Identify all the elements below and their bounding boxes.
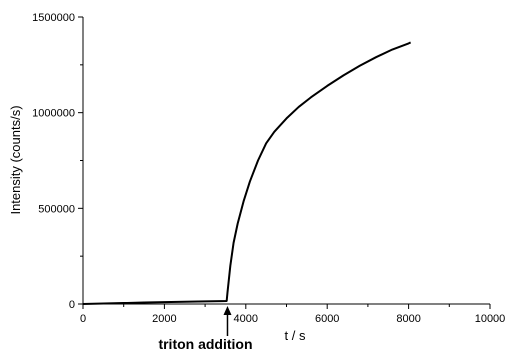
annotation-label: triton addition [158,336,252,352]
y-tick-label: 500000 [38,203,75,215]
x-axis-title: t / s [285,328,306,343]
y-tick-label: 1500000 [32,12,75,24]
series-line [82,41,412,305]
x-tick-label: 4000 [234,313,258,325]
y-tick-label: 0 [69,299,75,311]
x-tick-label: 6000 [315,313,339,325]
series-group [82,41,412,305]
annotation: triton addition [158,306,253,352]
x-tick-label: 8000 [396,313,420,325]
x-tick-label: 2000 [152,313,176,325]
axes [82,17,490,305]
y-tick-label: 1000000 [32,108,75,120]
x-tick-label: 10000 [475,313,506,325]
x-axis-ticks: 0 2000 4000 6000 8000 10000 [80,304,505,325]
x-tick-label: 0 [80,313,86,325]
y-axis-ticks: 0 500000 1000000 1500000 [32,12,83,311]
y-axis-title: Intensity (counts/s) [8,105,23,214]
annotation-arrow-head [223,306,232,315]
